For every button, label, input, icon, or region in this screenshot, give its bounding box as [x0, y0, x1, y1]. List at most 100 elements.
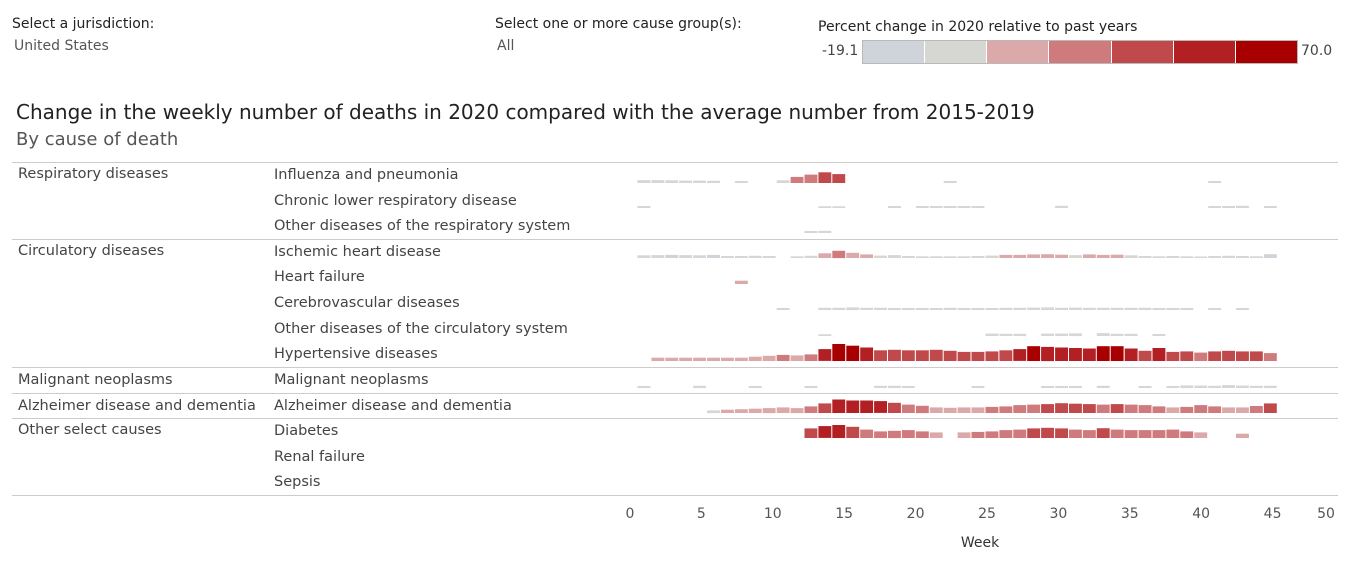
heatmap-cell[interactable] [637, 255, 651, 258]
heatmap-cell[interactable] [957, 206, 971, 208]
heatmap-cell[interactable] [1124, 333, 1138, 336]
heatmap-cell[interactable] [1208, 351, 1222, 361]
heatmap-cell[interactable] [1166, 351, 1180, 361]
heatmap-cell[interactable] [888, 206, 901, 208]
heatmap-cell[interactable] [985, 333, 999, 336]
heatmap-cell[interactable] [665, 254, 679, 258]
heatmap-cell[interactable] [1138, 350, 1152, 361]
heatmap-cell[interactable] [1124, 348, 1138, 362]
heatmap-cell[interactable] [999, 333, 1013, 336]
heatmap-cell[interactable] [804, 406, 818, 413]
heatmap-cell[interactable] [943, 206, 957, 208]
heatmap-cell[interactable] [888, 402, 901, 413]
heatmap-cell[interactable] [734, 280, 748, 284]
heatmap-cell[interactable] [707, 180, 720, 183]
heatmap-cell[interactable] [943, 407, 957, 413]
heatmap-cell[interactable] [985, 351, 999, 361]
heatmap-cell[interactable] [929, 308, 943, 310]
heatmap-cell[interactable] [748, 408, 762, 413]
heatmap-cell[interactable] [957, 432, 971, 438]
heatmap-cell[interactable] [1208, 308, 1222, 310]
heatmap-cell[interactable] [1222, 206, 1235, 208]
heatmap-cell[interactable] [790, 408, 804, 414]
heatmap-cell[interactable] [901, 430, 915, 438]
heatmap-cell[interactable] [776, 180, 790, 183]
heatmap-cell[interactable] [1208, 256, 1222, 258]
heatmap-cell[interactable] [929, 256, 943, 258]
heatmap-cell[interactable] [1138, 386, 1152, 388]
heatmap-cell[interactable] [1180, 406, 1194, 413]
heatmap-cell[interactable] [971, 206, 985, 208]
heatmap-cell[interactable] [1138, 430, 1152, 438]
heatmap-cell[interactable] [1096, 333, 1110, 336]
heatmap-cell[interactable] [651, 180, 665, 183]
heatmap-cell[interactable] [1055, 403, 1068, 413]
heatmap-cell[interactable] [901, 256, 915, 258]
heatmap-cell[interactable] [1166, 256, 1180, 258]
heatmap-cell[interactable] [818, 230, 832, 233]
heatmap-cell[interactable] [832, 344, 846, 361]
heatmap-cell[interactable] [804, 255, 818, 258]
heatmap-cell[interactable] [1194, 432, 1208, 438]
heatmap-cell[interactable] [1096, 385, 1110, 388]
heatmap-cell[interactable] [957, 351, 971, 361]
heatmap-cell[interactable] [804, 386, 818, 388]
heatmap-cell[interactable] [1082, 348, 1096, 362]
heatmap-cell[interactable] [874, 350, 887, 361]
heatmap-cell[interactable] [1208, 181, 1222, 183]
heatmap-cell[interactable] [1027, 428, 1041, 438]
heatmap-cell[interactable] [874, 431, 887, 438]
heatmap-cell[interactable] [846, 400, 860, 414]
heatmap-cell[interactable] [1069, 333, 1082, 337]
heatmap-cell[interactable] [1236, 308, 1249, 310]
heatmap-cell[interactable] [1222, 385, 1235, 388]
heatmap-cell[interactable] [818, 206, 832, 208]
heatmap-cell[interactable] [1180, 308, 1194, 310]
color-legend-bar[interactable] [862, 40, 1298, 64]
heatmap-cell[interactable] [874, 255, 887, 258]
heatmap-cell[interactable] [874, 307, 887, 310]
heatmap-cell[interactable] [1055, 347, 1068, 362]
heatmap-cell[interactable] [693, 255, 706, 258]
heatmap-cell[interactable] [915, 405, 929, 414]
jurisdiction-dropdown[interactable]: United States [14, 38, 109, 54]
heatmap-cell[interactable] [734, 409, 748, 413]
heatmap-cell[interactable] [651, 255, 665, 258]
heatmap-cell[interactable] [721, 256, 734, 258]
heatmap-cell[interactable] [1180, 256, 1194, 258]
heatmap-cell[interactable] [985, 308, 999, 310]
heatmap-cell[interactable] [1124, 404, 1138, 413]
heatmap-cell[interactable] [901, 350, 915, 361]
heatmap-cell[interactable] [1166, 407, 1180, 413]
heatmap-cell[interactable] [957, 256, 971, 258]
heatmap-cell[interactable] [985, 255, 999, 258]
heatmap-cell[interactable] [1041, 427, 1054, 438]
heatmap-cell[interactable] [734, 256, 748, 258]
heatmap-cell[interactable] [971, 407, 985, 413]
heatmap-cell[interactable] [846, 426, 860, 438]
heatmap-cell[interactable] [915, 256, 929, 258]
heatmap-cell[interactable] [1055, 307, 1068, 310]
heatmap-cell[interactable] [1263, 385, 1277, 388]
heatmap-cell[interactable] [734, 181, 748, 183]
heatmap-cell[interactable] [888, 255, 901, 258]
heatmap-cell[interactable] [1208, 206, 1222, 208]
heatmap-cell[interactable] [999, 254, 1013, 258]
heatmap-cell[interactable] [804, 174, 818, 183]
heatmap-cell[interactable] [1194, 352, 1208, 361]
heatmap-cell[interactable] [748, 356, 762, 361]
heatmap-cell[interactable] [943, 307, 957, 310]
heatmap-cell[interactable] [832, 250, 846, 259]
heatmap-cell[interactable] [818, 426, 832, 438]
heatmap-cell[interactable] [679, 255, 693, 258]
heatmap-cell[interactable] [1236, 205, 1249, 208]
heatmap-cell[interactable] [929, 432, 943, 438]
heatmap-cell[interactable] [665, 180, 679, 183]
heatmap-cell[interactable] [1013, 254, 1027, 258]
heatmap-cell[interactable] [1041, 333, 1054, 336]
heatmap-cell[interactable] [776, 407, 790, 413]
heatmap-cell[interactable] [637, 180, 651, 183]
heatmap-cell[interactable] [1208, 385, 1222, 388]
heatmap-cell[interactable] [1124, 307, 1138, 310]
heatmap-cell[interactable] [1041, 346, 1054, 362]
